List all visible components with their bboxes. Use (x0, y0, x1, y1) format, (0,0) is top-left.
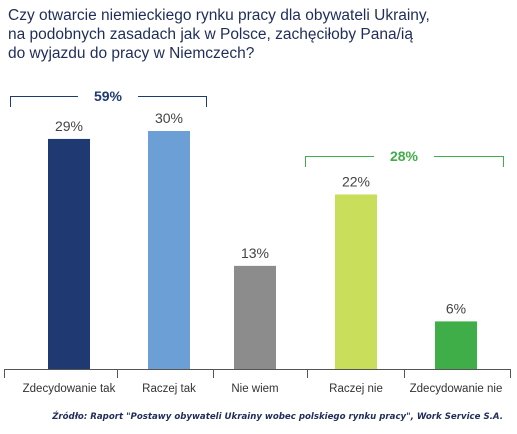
value-label-0: 29% (55, 118, 83, 134)
bar-0 (48, 138, 90, 369)
category-label-0: Zdecydowanie tak (23, 383, 116, 395)
chart-title: Czy otwarcie niemieckiego rynku pracy dl… (8, 7, 430, 62)
group-bracket-0 (10, 96, 207, 107)
bar-1 (148, 131, 190, 369)
category-label-3: Raczej nie (329, 383, 383, 395)
group-label-1: 28% (390, 148, 419, 164)
value-label-2: 13% (241, 245, 269, 261)
bar-3 (335, 194, 377, 369)
category-label-1: Raczej tak (142, 383, 196, 395)
source-note: Źródło: Raport "Postawy obywateli Ukrain… (52, 412, 503, 422)
category-label-2: Nie wiem (231, 383, 278, 395)
bar-4 (435, 321, 477, 369)
value-label-3: 22% (342, 173, 370, 189)
value-label-4: 6% (446, 300, 466, 316)
value-label-1: 30% (155, 110, 183, 126)
group-bracket-1 (305, 156, 504, 167)
category-label-4: Zdecydowanie nie (410, 383, 503, 395)
bar-2 (234, 265, 276, 369)
group-label-0: 59% (94, 88, 123, 104)
